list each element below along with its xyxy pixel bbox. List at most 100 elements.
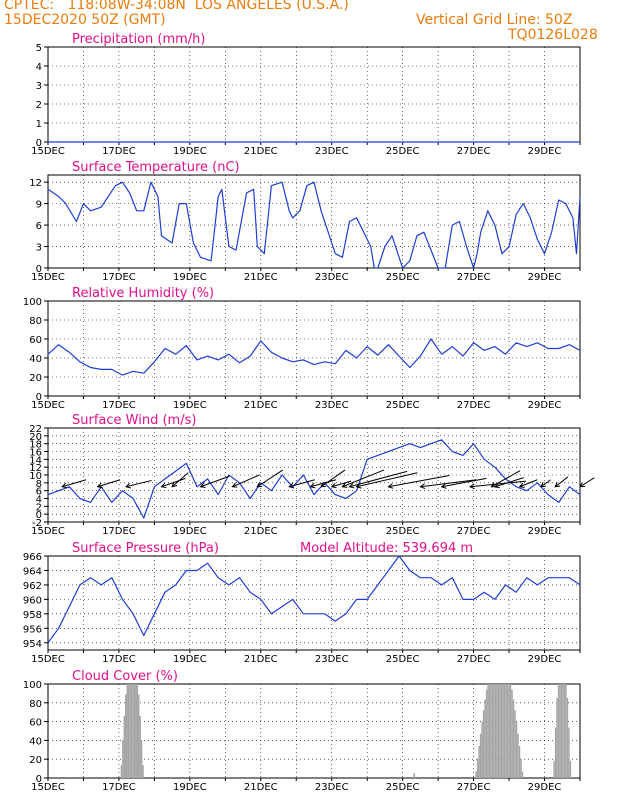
wind-arrow-head	[199, 482, 206, 488]
cloud-bar	[488, 684, 491, 778]
y-tick-label: 18	[29, 440, 42, 451]
x-tick-label: 19DEC	[173, 146, 207, 157]
x-tick-label: 23DEC	[315, 654, 349, 665]
cloud-bar	[515, 721, 518, 778]
wind-arrow-head	[320, 482, 327, 488]
cloud-bar	[126, 684, 128, 778]
wind-arrow	[171, 472, 189, 488]
y-tick-label: 960	[23, 595, 42, 606]
x-tick-label: 27DEC	[457, 782, 491, 793]
y-tick-label: 9	[36, 200, 42, 211]
y-tick-label: 0	[36, 264, 42, 275]
y-tick-label: 40	[29, 354, 42, 365]
cloud-bar	[136, 684, 138, 778]
cloud-bar	[142, 765, 144, 778]
x-tick-label: 25DEC	[386, 272, 420, 283]
wind-arrow	[125, 479, 152, 488]
panel-frame	[47, 300, 581, 397]
wind-arrow-head	[231, 482, 238, 488]
x-tick-label: 21DEC	[244, 146, 278, 157]
series-line	[47, 181, 581, 269]
x-tick-label: 17DEC	[102, 526, 136, 537]
vertical-grid-note: Vertical Grid Line: 50Z	[416, 12, 573, 28]
wind-arrow	[540, 479, 551, 488]
x-tick-label: 15DEC	[31, 400, 65, 411]
cloud-bar	[554, 727, 557, 778]
x-tick-label: 25DEC	[386, 782, 420, 793]
x-tick-label: 23DEC	[315, 272, 349, 283]
cloud-bar	[514, 710, 516, 778]
x-tick-label: 23DEC	[315, 400, 349, 411]
y-tick-label: 20	[29, 755, 42, 766]
y-tick-label: 962	[23, 581, 42, 592]
y-tick-label: 8	[36, 479, 42, 490]
cloud-bar	[413, 773, 416, 778]
cloud-bar	[509, 684, 512, 778]
wind-arrow-head	[440, 483, 447, 489]
cloud-bar	[125, 694, 127, 778]
x-tick-label: 27DEC	[457, 146, 491, 157]
wind-arrow-head	[96, 482, 103, 489]
x-tick-label: 15DEC	[31, 146, 65, 157]
panel-title: Surface Pressure (hPa)	[72, 541, 219, 556]
wind-arrow	[342, 469, 385, 488]
y-tick-label: 954	[23, 639, 42, 650]
wind-arrow	[420, 479, 477, 488]
y-tick-label: 0	[36, 774, 42, 785]
chart-header-line-2: 15DEC2020 50Z (GMT)	[4, 12, 166, 28]
x-tick-label: 29DEC	[528, 400, 562, 411]
cloud-bar	[505, 684, 507, 778]
x-tick-label: 19DEC	[173, 272, 207, 283]
wind-arrow-head	[256, 482, 263, 488]
cloud-bar	[493, 684, 495, 778]
wind-arrow	[441, 477, 487, 488]
x-tick-label: 15DEC	[31, 272, 65, 283]
series-line	[47, 439, 581, 519]
cloud-bar	[475, 771, 477, 778]
y-tick-label: 22	[29, 424, 42, 435]
x-tick-label: 17DEC	[102, 146, 136, 157]
cloud-bar	[485, 689, 488, 778]
cloud-bar	[487, 684, 489, 778]
x-tick-label: 15DEC	[31, 654, 65, 665]
y-tick-label: 1	[36, 119, 42, 130]
y-tick-label: 966	[23, 552, 42, 563]
wind-arrow	[200, 475, 230, 488]
y-tick-label: -2	[32, 518, 42, 529]
cloud-bar	[137, 694, 140, 778]
cloud-bar	[484, 699, 486, 778]
panel-frame	[47, 174, 581, 269]
x-tick-label: 25DEC	[386, 400, 420, 411]
wind-arrow-head	[419, 483, 426, 490]
x-tick-label: 21DEC	[244, 782, 278, 793]
x-tick-label: 19DEC	[173, 654, 207, 665]
cloud-bar	[494, 684, 497, 778]
y-tick-label: 956	[23, 624, 42, 635]
cloud-bar	[135, 684, 137, 778]
cloud-bar	[503, 684, 506, 778]
y-tick-label: 3	[36, 81, 42, 92]
cloud-bar	[511, 689, 513, 778]
wind-arrow-head	[125, 483, 131, 489]
wind-arrow	[331, 480, 352, 488]
x-tick-label: 23DEC	[315, 526, 349, 537]
wind-arrow-head	[330, 482, 337, 489]
x-tick-label: 25DEC	[386, 654, 420, 665]
x-tick-label: 27DEC	[457, 526, 491, 537]
cloud-bar	[132, 684, 134, 778]
x-tick-label: 17DEC	[102, 654, 136, 665]
cloud-bar	[562, 684, 564, 778]
cloud-bar	[508, 684, 510, 778]
y-tick-label: 10	[29, 471, 42, 482]
wind-arrow	[62, 479, 87, 488]
wind-arrow-head	[469, 483, 475, 490]
wind-arrow-head	[554, 481, 561, 488]
panel-annotation: Model Altitude: 539.694 m	[300, 541, 473, 556]
cloud-bar	[122, 739, 124, 778]
cloud-bar	[496, 684, 498, 778]
wind-arrow	[97, 479, 121, 488]
cloud-bar	[479, 733, 482, 778]
x-tick-label: 15DEC	[31, 782, 65, 793]
series-line	[47, 338, 581, 376]
x-tick-label: 21DEC	[244, 272, 278, 283]
